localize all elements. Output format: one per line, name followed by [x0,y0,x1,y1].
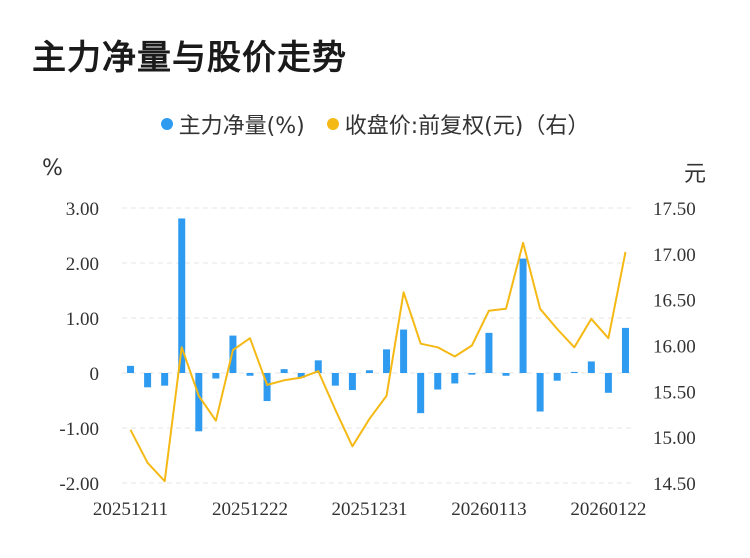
bar [195,373,203,432]
legend-bar-dot-icon [160,118,173,130]
bar [212,373,220,379]
legend-line-dot-icon [326,118,339,130]
bar [570,371,578,373]
legend-bar-label: 主力净量(%) [178,114,305,139]
grid-lines [122,207,634,484]
y-right-unit: 元 [684,162,707,187]
bar [161,373,169,386]
x-ticks: 20251211 20251222 20251231 20260113 20260122 [93,499,647,520]
bar [365,370,373,373]
bar [468,373,476,375]
y-left-tick-label: 3.00 [66,199,99,220]
bar [434,373,442,390]
bar [348,373,356,391]
y-left-tick-label: 0 [90,364,100,385]
bar [536,373,544,412]
y-left-tick-label: 1.00 [66,309,99,330]
bar [314,360,322,373]
legend: 主力净量(%) 收盘价:前复权(元)（右） [0,108,750,140]
bar [331,373,339,386]
legend-item-bar[interactable]: 主力净量(%) [160,108,305,140]
x-tick-label: 20251211 [93,499,168,520]
y-right-tick-label: 17.50 [653,199,696,220]
bar [246,373,254,376]
y-left-tick-label: 2.00 [66,254,99,275]
bar [263,373,271,402]
bar [519,258,527,373]
y-left-ticks: 3.00 2.00 1.00 0 -1.00 -2.00 [59,199,99,495]
y-right-tick-label: 15.00 [653,428,696,449]
bar [383,349,391,373]
line-series [129,241,627,483]
y-right-tick-label: 17.00 [653,245,696,266]
x-tick-label: 20260113 [451,499,526,520]
y-left-tick-label: -1.00 [59,419,99,440]
legend-item-line[interactable]: 收盘价:前复权(元)（右） [326,108,590,140]
price-line [129,241,627,483]
chart-title: 主力净量与股价走势 [32,38,347,78]
y-right-tick-label: 15.50 [653,382,696,403]
x-tick-label: 20251222 [212,499,288,520]
y-right-ticks: 17.50 17.00 16.50 16.00 15.50 15.00 14.50 [653,199,696,495]
bar-series [127,218,629,432]
bar [621,327,629,373]
bar [144,373,152,388]
bar [502,373,510,376]
bar [229,335,237,373]
bar [400,329,408,373]
x-tick-label: 20251231 [331,499,407,520]
bar [297,373,305,378]
y-right-tick-label: 16.50 [653,291,696,312]
y-left-tick-label: -2.00 [59,474,99,495]
bar [280,369,288,373]
y-left-unit: % [42,156,63,181]
bar [451,373,459,384]
bar [587,361,595,373]
bar [178,218,186,373]
y-right-tick-label: 16.00 [653,337,696,358]
legend-line-label: 收盘价:前复权(元)（右） [344,114,590,139]
bar [553,373,561,381]
bar [417,373,425,414]
bar [127,365,135,373]
y-right-tick-label: 14.50 [653,474,696,495]
bar [604,373,612,393]
bar [485,332,493,373]
x-tick-label: 20260122 [570,499,646,520]
